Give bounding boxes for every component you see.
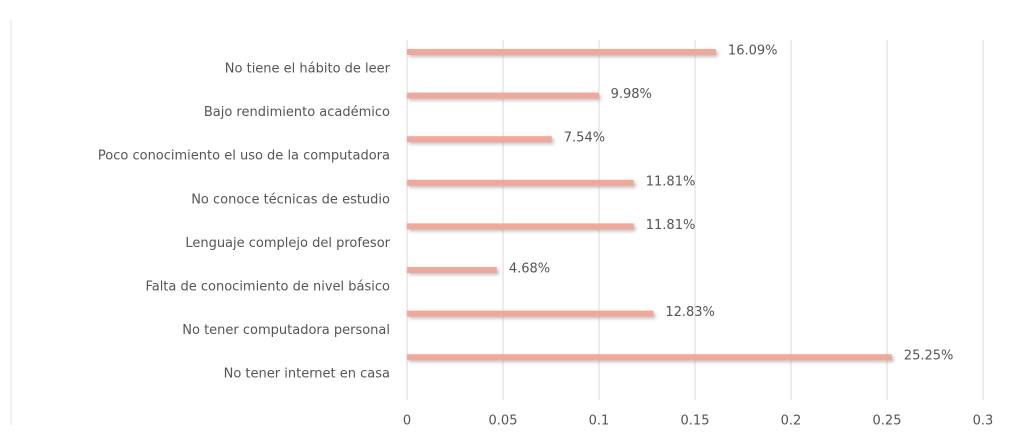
- value-label: 4.68%: [509, 262, 550, 277]
- bar: [407, 49, 716, 55]
- y-tick-label: No tener computadora personal: [182, 323, 390, 338]
- y-tick-label: No conoce técnicas de estudio: [191, 192, 390, 207]
- x-tick-label: 0.1: [589, 414, 610, 429]
- x-tick-label: 0.3: [973, 414, 994, 429]
- bar: [407, 310, 654, 317]
- y-tick-label: Poco conocimiento el uso de la computado…: [98, 149, 390, 164]
- y-tick-label: Falta de conocimiento de nivel básico: [145, 280, 390, 295]
- value-label: 11.81%: [646, 218, 696, 233]
- bar: [407, 223, 634, 230]
- x-tick-label: 0.15: [681, 414, 710, 429]
- value-label: 7.54%: [564, 131, 605, 146]
- value-label: 11.81%: [646, 174, 696, 189]
- bar: [407, 179, 634, 186]
- y-tick-label: No tener internet en casa: [224, 367, 390, 382]
- value-label: 12.83%: [665, 305, 715, 320]
- x-tick-label: 0.25: [873, 414, 902, 429]
- value-label: 25.25%: [904, 349, 954, 364]
- bar: [407, 92, 599, 99]
- x-tick-label: 0.2: [781, 414, 802, 429]
- value-label: 16.09%: [728, 44, 778, 59]
- bar: [407, 354, 892, 361]
- bar: [407, 267, 497, 273]
- x-tick-label: 0: [403, 414, 411, 429]
- x-tick-label: 0.05: [489, 414, 518, 429]
- value-label: 9.98%: [611, 87, 652, 102]
- y-tick-label: No tiene el hábito de leer: [225, 62, 391, 77]
- bar: [407, 136, 552, 143]
- y-tick-label: Lenguaje complejo del profesor: [185, 236, 390, 251]
- y-tick-label: Bajo rendimiento académico: [204, 105, 390, 120]
